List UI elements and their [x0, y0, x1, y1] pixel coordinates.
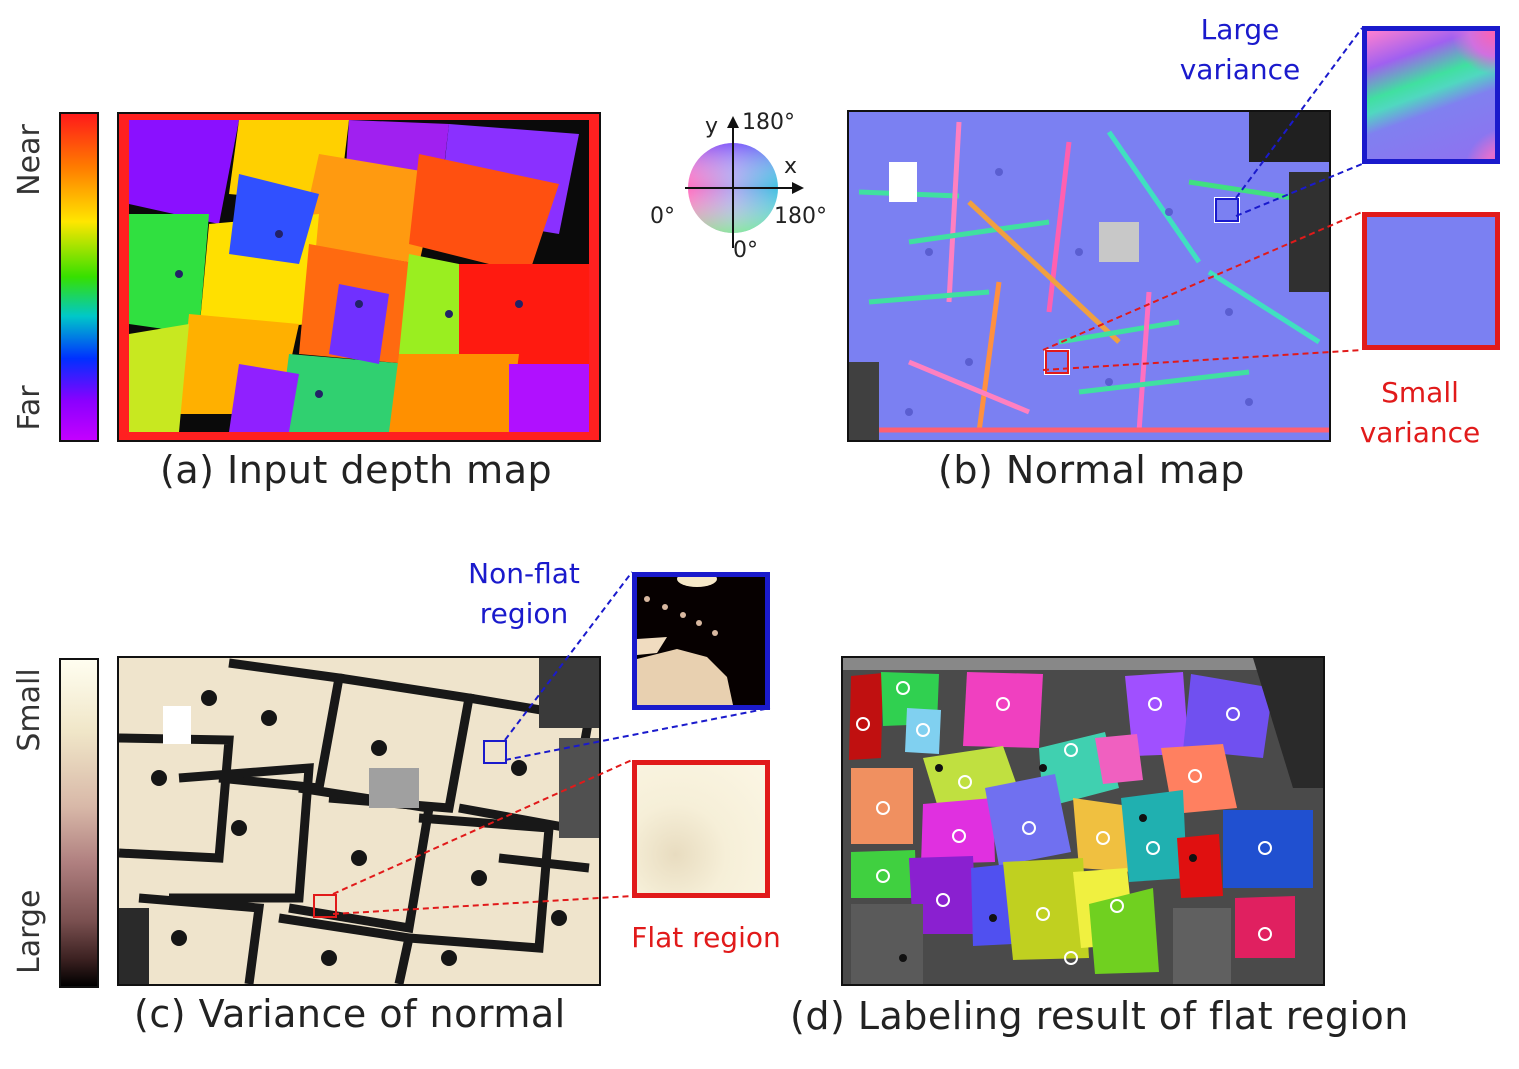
- variance-map-flat-zoom: [632, 760, 770, 898]
- wheel-angle-right-label: 180°: [774, 204, 827, 229]
- wheel-axis-x-label: x: [784, 154, 798, 179]
- caption-a: (a) Input depth map: [160, 448, 553, 492]
- normal-map-low-variance-zoom: [1362, 212, 1500, 350]
- wheel-angle-top-label: 180°: [742, 110, 795, 135]
- caption-c: (c) Variance of normal: [134, 992, 566, 1036]
- normal-map-high-variance-marker: [1215, 198, 1239, 222]
- large-variance-label: Large variance: [1160, 10, 1320, 90]
- nonflat-region-label: Non-flat region: [444, 554, 604, 634]
- nonflat-region-label-line2: region: [479, 597, 569, 630]
- wheel-angle-bottom-label: 0°: [733, 238, 758, 263]
- normal-color-wheel: [640, 108, 840, 268]
- nonflat-region-label-line1: Non-flat: [468, 557, 580, 590]
- labeling-result-image: [841, 656, 1325, 986]
- variance-map-nonflat-marker: [483, 740, 507, 764]
- large-variance-label-line2: variance: [1179, 53, 1301, 86]
- normal-map-high-variance-zoom: [1362, 26, 1500, 164]
- caption-b: (b) Normal map: [938, 448, 1245, 492]
- variance-map-flat-marker: [313, 894, 337, 918]
- small-variance-label: Small variance: [1340, 373, 1500, 453]
- caption-d: (d) Labeling result of flat region: [790, 994, 1409, 1038]
- variance-colorbar: [59, 658, 99, 988]
- small-variance-label-line1: Small: [1381, 376, 1459, 409]
- wheel-axis-y-label: y: [705, 114, 719, 139]
- flat-region-label: Flat region: [631, 921, 781, 954]
- normal-map-image: [847, 110, 1331, 442]
- variance-map-image: [117, 656, 601, 986]
- depth-map-image: [117, 112, 601, 442]
- wheel-angle-left-label: 0°: [650, 204, 675, 229]
- variance-map-nonflat-zoom: [632, 572, 770, 710]
- large-variance-label-line1: Large: [1200, 13, 1280, 46]
- normal-map-low-variance-marker: [1045, 350, 1069, 374]
- small-variance-label-line2: variance: [1359, 416, 1481, 449]
- depth-colorbar: [59, 112, 99, 442]
